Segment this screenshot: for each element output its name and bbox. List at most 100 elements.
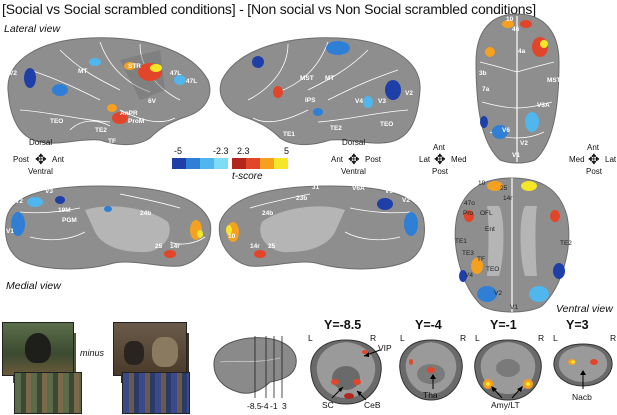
label-ProM: 6V [148, 98, 156, 105]
slice2-R: R [460, 333, 467, 343]
medial-label-V3: V3 [45, 188, 53, 195]
compass-ventral: Ventral [28, 167, 53, 176]
medial-label-25: 25 [155, 243, 163, 250]
compass-arrows-icon: ✥ [35, 151, 47, 167]
annotation-Tha: Tha [423, 390, 438, 400]
ventral-label-Pro: Pro [463, 210, 474, 217]
colorbar-neg-max: -2.3 [213, 146, 229, 156]
arrow-CeB-icon [356, 390, 367, 401]
ventral-view-label: Ventral view [556, 303, 613, 315]
label-TE2: TE2 [95, 127, 107, 134]
compass4-med: Med [569, 155, 585, 164]
dorsal-label-4a: 4a [518, 48, 526, 55]
arrow-Tha-icon [430, 374, 436, 389]
ventral-label-V4: V4 [465, 272, 473, 279]
ventral-label-14r: 14r [503, 195, 513, 202]
stimulus-nonsocial-image [113, 322, 187, 376]
coronal-slice-y-4 [399, 339, 463, 401]
ventral-brain [454, 177, 570, 313]
compass2-ant: Ant [331, 155, 344, 164]
coronal-slice-y-1 [474, 339, 542, 401]
ventral-label-V2: V2 [494, 290, 502, 297]
compass2-post: Post [365, 155, 382, 164]
label-V3: V3 [378, 98, 386, 105]
lateral-left-brain [7, 37, 211, 146]
annotation-Nacb: Nacb [572, 392, 592, 402]
medial-label-19M: 19M [58, 207, 71, 214]
label-TPO: AnPR [120, 110, 138, 117]
ventral-label-TE2: TE2 [560, 240, 572, 247]
dorsal-label-V3A: V3A [537, 102, 550, 109]
label-4C: 47L [170, 70, 182, 77]
coronal-slice-y3 [553, 343, 613, 387]
slice3-R: R [538, 333, 545, 343]
compass3-med: Med [451, 155, 467, 164]
figure-title: [Social vs Social scrambled conditions] … [2, 1, 536, 17]
slice-header-3: Y=-1 [490, 318, 517, 332]
medial-r-label-V2: V2 [402, 197, 410, 204]
coronal-slice-y-8.5 [310, 339, 382, 405]
slice-pos-1: -8.5 [247, 401, 262, 411]
medial-r-label-25: 25 [268, 243, 276, 250]
label-MST: MST [300, 75, 314, 82]
compass-post: Post [13, 155, 30, 164]
dorsal-label-V1: V1 [512, 152, 520, 159]
label-TE1: TE1 [283, 131, 295, 138]
arrow-SC-icon [331, 386, 344, 399]
medial-r-label-V3: V3 [385, 188, 393, 195]
ventral-label-47o: 47o [464, 200, 475, 207]
dorsal-label-V6: V6 [502, 127, 510, 134]
label-MT-right: MT [325, 75, 335, 82]
compass4-lat: Lat [605, 155, 617, 164]
annotation-CeB: CeB [364, 400, 381, 410]
minus-label: minus [80, 348, 105, 358]
label-47L: 47L [186, 78, 198, 85]
annotation-Amy-LT: Amy/LT [491, 400, 520, 410]
compass2-ventral: Ventral [341, 167, 366, 176]
medial-left-brain [5, 185, 212, 270]
slice4-R: R [610, 333, 617, 343]
ventral-label-TF: TF [477, 256, 485, 263]
medial-label-V1: V1 [6, 228, 14, 235]
slice-header-2: Y=-4 [415, 318, 442, 332]
label-MT: MT [78, 68, 88, 75]
compass3-arrows-icon: ✥ [434, 151, 446, 167]
medial-r-label-V6A: V6A [352, 185, 365, 192]
dorsal-label-3b: 3b [479, 70, 487, 77]
sagittal-reference-brain [213, 336, 297, 398]
medial-r-label-10: 10 [228, 233, 236, 240]
slice3-L: L [475, 333, 480, 343]
dorsal-label-10: 10 [506, 16, 514, 23]
compass2-arrows-icon: ✥ [348, 151, 360, 167]
ventral-label-Ent: Ent [485, 226, 495, 233]
arrow-Nacb-icon [580, 370, 586, 389]
medial-label-14r: 14r [170, 243, 180, 250]
colorbar-label: t-score [232, 171, 263, 182]
ventral-label-OFL: OFL [480, 210, 493, 217]
stimulus-nonsocial-scrambled [122, 372, 190, 414]
label-TEO: TEO [50, 118, 64, 125]
colorbar-neg-min: -5 [174, 146, 183, 156]
label-V2-right: V2 [405, 90, 413, 97]
ventral-label-25: 25 [500, 185, 508, 192]
compass2-dorsal: Dorsal [342, 138, 366, 147]
medial-label-V2: V2 [15, 198, 23, 205]
compass3-lat: Lat [419, 155, 431, 164]
slice1-R: R [370, 333, 377, 343]
dorsal-label-MST: MST [547, 77, 561, 84]
colorbar-pos-max: 5 [284, 146, 290, 156]
label-TF: TF [108, 138, 116, 145]
slice-header-1: Y=-8.5 [324, 318, 362, 332]
annotation-VIP: VIP [378, 343, 392, 353]
label-TE2-right: TE2 [330, 125, 342, 132]
medial-view-label: Medial view [6, 280, 61, 292]
slice-header-4: Y=3 [566, 318, 589, 332]
label-IPS: IPS [305, 97, 316, 104]
compass4-ant: Ant [587, 143, 600, 152]
slice2-L: L [400, 333, 405, 343]
ventral-label-TE1: TE1 [455, 238, 467, 245]
label-STR: ProM [128, 118, 145, 125]
label-V4: V4 [355, 98, 363, 105]
medial-r-label-24b: 24b [262, 210, 274, 217]
ventral-label-V1: V1 [510, 304, 518, 311]
